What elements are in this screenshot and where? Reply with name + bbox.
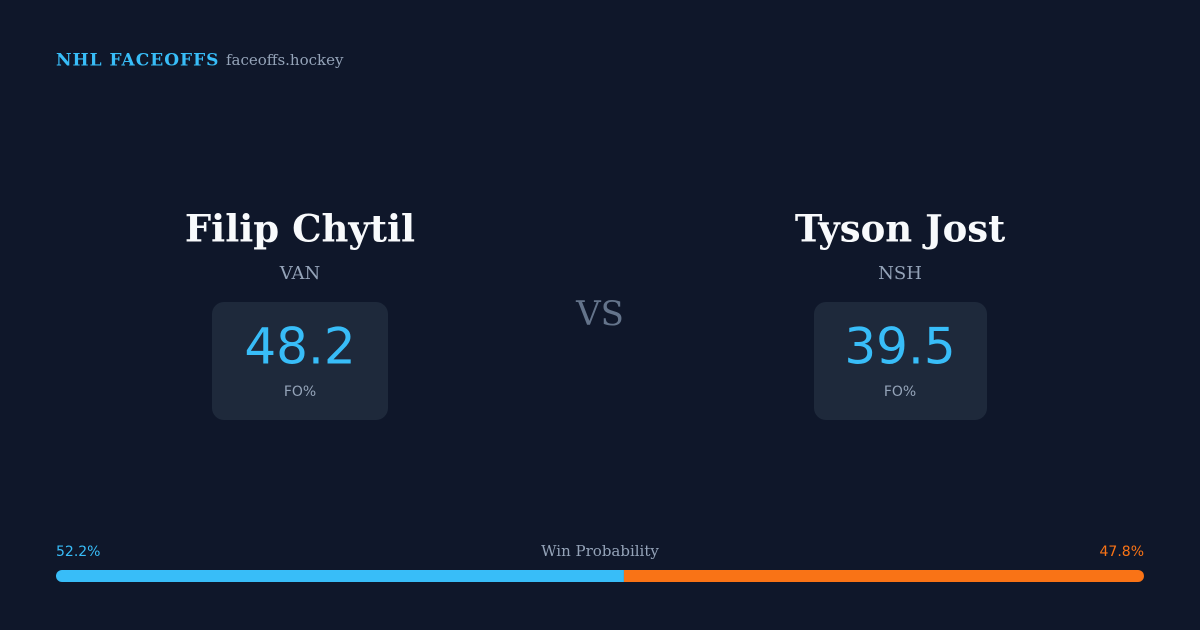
- player-name: Filip Chytil: [185, 207, 415, 251]
- fo-label: FO%: [284, 384, 316, 400]
- player-name: Tyson Jost: [795, 207, 1005, 251]
- stat-box: [212, 302, 388, 420]
- home-win-pct: 52.2%: [56, 544, 100, 560]
- team: NSH: [878, 263, 922, 284]
- vs: VS: [575, 294, 624, 334]
- win-probability-bar: [56, 570, 1144, 582]
- fo-pct: 48.2: [244, 318, 355, 376]
- stat-box: [814, 302, 987, 420]
- win-probability-segment: [623, 570, 1144, 582]
- fo-label: FO%: [884, 384, 916, 400]
- away-win-pct: 47.8%: [1100, 544, 1144, 560]
- site-name: faceoffs.hockey: [226, 51, 344, 69]
- win-probability-segment: [56, 570, 624, 582]
- win-probability-label: Win Probability: [541, 542, 659, 560]
- fo-pct: 39.5: [844, 318, 955, 376]
- team: VAN: [279, 263, 321, 284]
- brand-title: NHL FACEOFFS: [56, 51, 219, 71]
